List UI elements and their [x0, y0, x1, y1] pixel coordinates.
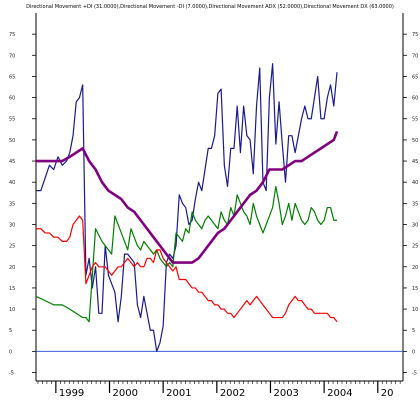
- right-y-tick-label: 35: [412, 201, 418, 207]
- series-line-directional-movement-di: [35, 185, 337, 323]
- right-y-tick-label: 10: [412, 307, 418, 313]
- right-y-axis: -5 0 5 10 15 20 25 30 35 40 45 50 55 60 65 70 75: [403, 32, 418, 377]
- left-y-tick-label: 70: [9, 53, 15, 59]
- right-y-tick-label: 40: [412, 180, 418, 186]
- right-y-tick-label: 5: [412, 328, 415, 334]
- x-year-label: 2000: [113, 388, 138, 399]
- x-axis: 1999 2000 2001 2002 2003 2004 20: [37, 381, 401, 399]
- left-y-tick-label: 5: [9, 328, 12, 334]
- right-y-tick-label: 55: [412, 117, 418, 123]
- x-year-label: 20: [381, 388, 394, 399]
- right-y-tick-label: 60: [412, 96, 418, 102]
- left-y-tick-label: 65: [9, 74, 15, 80]
- x-year-label: 2001: [166, 388, 191, 399]
- x-year-label: 2004: [327, 388, 352, 399]
- right-y-tick-label: 50: [412, 138, 418, 144]
- left-y-tick-label: 15: [9, 286, 15, 292]
- chart-title: Directional Movement +DI (31.0000),Direc…: [26, 4, 394, 10]
- right-y-tick-label: 75: [412, 32, 418, 38]
- right-y-tick-label: -5: [412, 371, 417, 377]
- left-y-tick-label: -5: [9, 371, 14, 377]
- series-layer: [35, 63, 339, 352]
- left-y-tick-label: 50: [9, 138, 15, 144]
- right-y-tick-label: 45: [412, 159, 418, 165]
- series-line-directional-movement-di: [36, 215, 338, 323]
- left-y-tick-label: 30: [9, 222, 15, 228]
- right-y-tick-label: 25: [412, 244, 418, 250]
- right-y-tick-label: 65: [412, 74, 418, 80]
- left-y-tick-label: 40: [9, 180, 15, 186]
- left-y-tick-label: 75: [9, 32, 15, 38]
- x-year-label: 2003: [273, 388, 298, 399]
- right-y-tick-label: 15: [412, 286, 418, 292]
- right-y-tick-label: 70: [412, 53, 418, 59]
- left-y-tick-label: 0: [9, 349, 12, 355]
- left-y-tick-label: 35: [9, 201, 15, 207]
- right-y-tick-label: 20: [412, 265, 418, 271]
- series-line-directional-movement-adx: [36, 130, 339, 264]
- left-y-tick-label: 60: [9, 96, 15, 102]
- right-y-tick-label: 30: [412, 222, 418, 228]
- left-y-tick-label: 45: [9, 159, 15, 165]
- left-y-tick-label: 25: [9, 244, 15, 250]
- left-y-axis: -5 0 5 10 15 20 25 30 35 40 45 50 55 60 65 70 75: [9, 32, 36, 377]
- left-y-tick-label: 20: [9, 265, 15, 271]
- x-year-label: 1999: [59, 388, 84, 399]
- left-y-tick-label: 55: [9, 117, 15, 123]
- x-year-label: 2002: [220, 388, 245, 399]
- left-y-tick-label: 10: [9, 307, 15, 313]
- right-y-tick-label: 0: [412, 349, 415, 355]
